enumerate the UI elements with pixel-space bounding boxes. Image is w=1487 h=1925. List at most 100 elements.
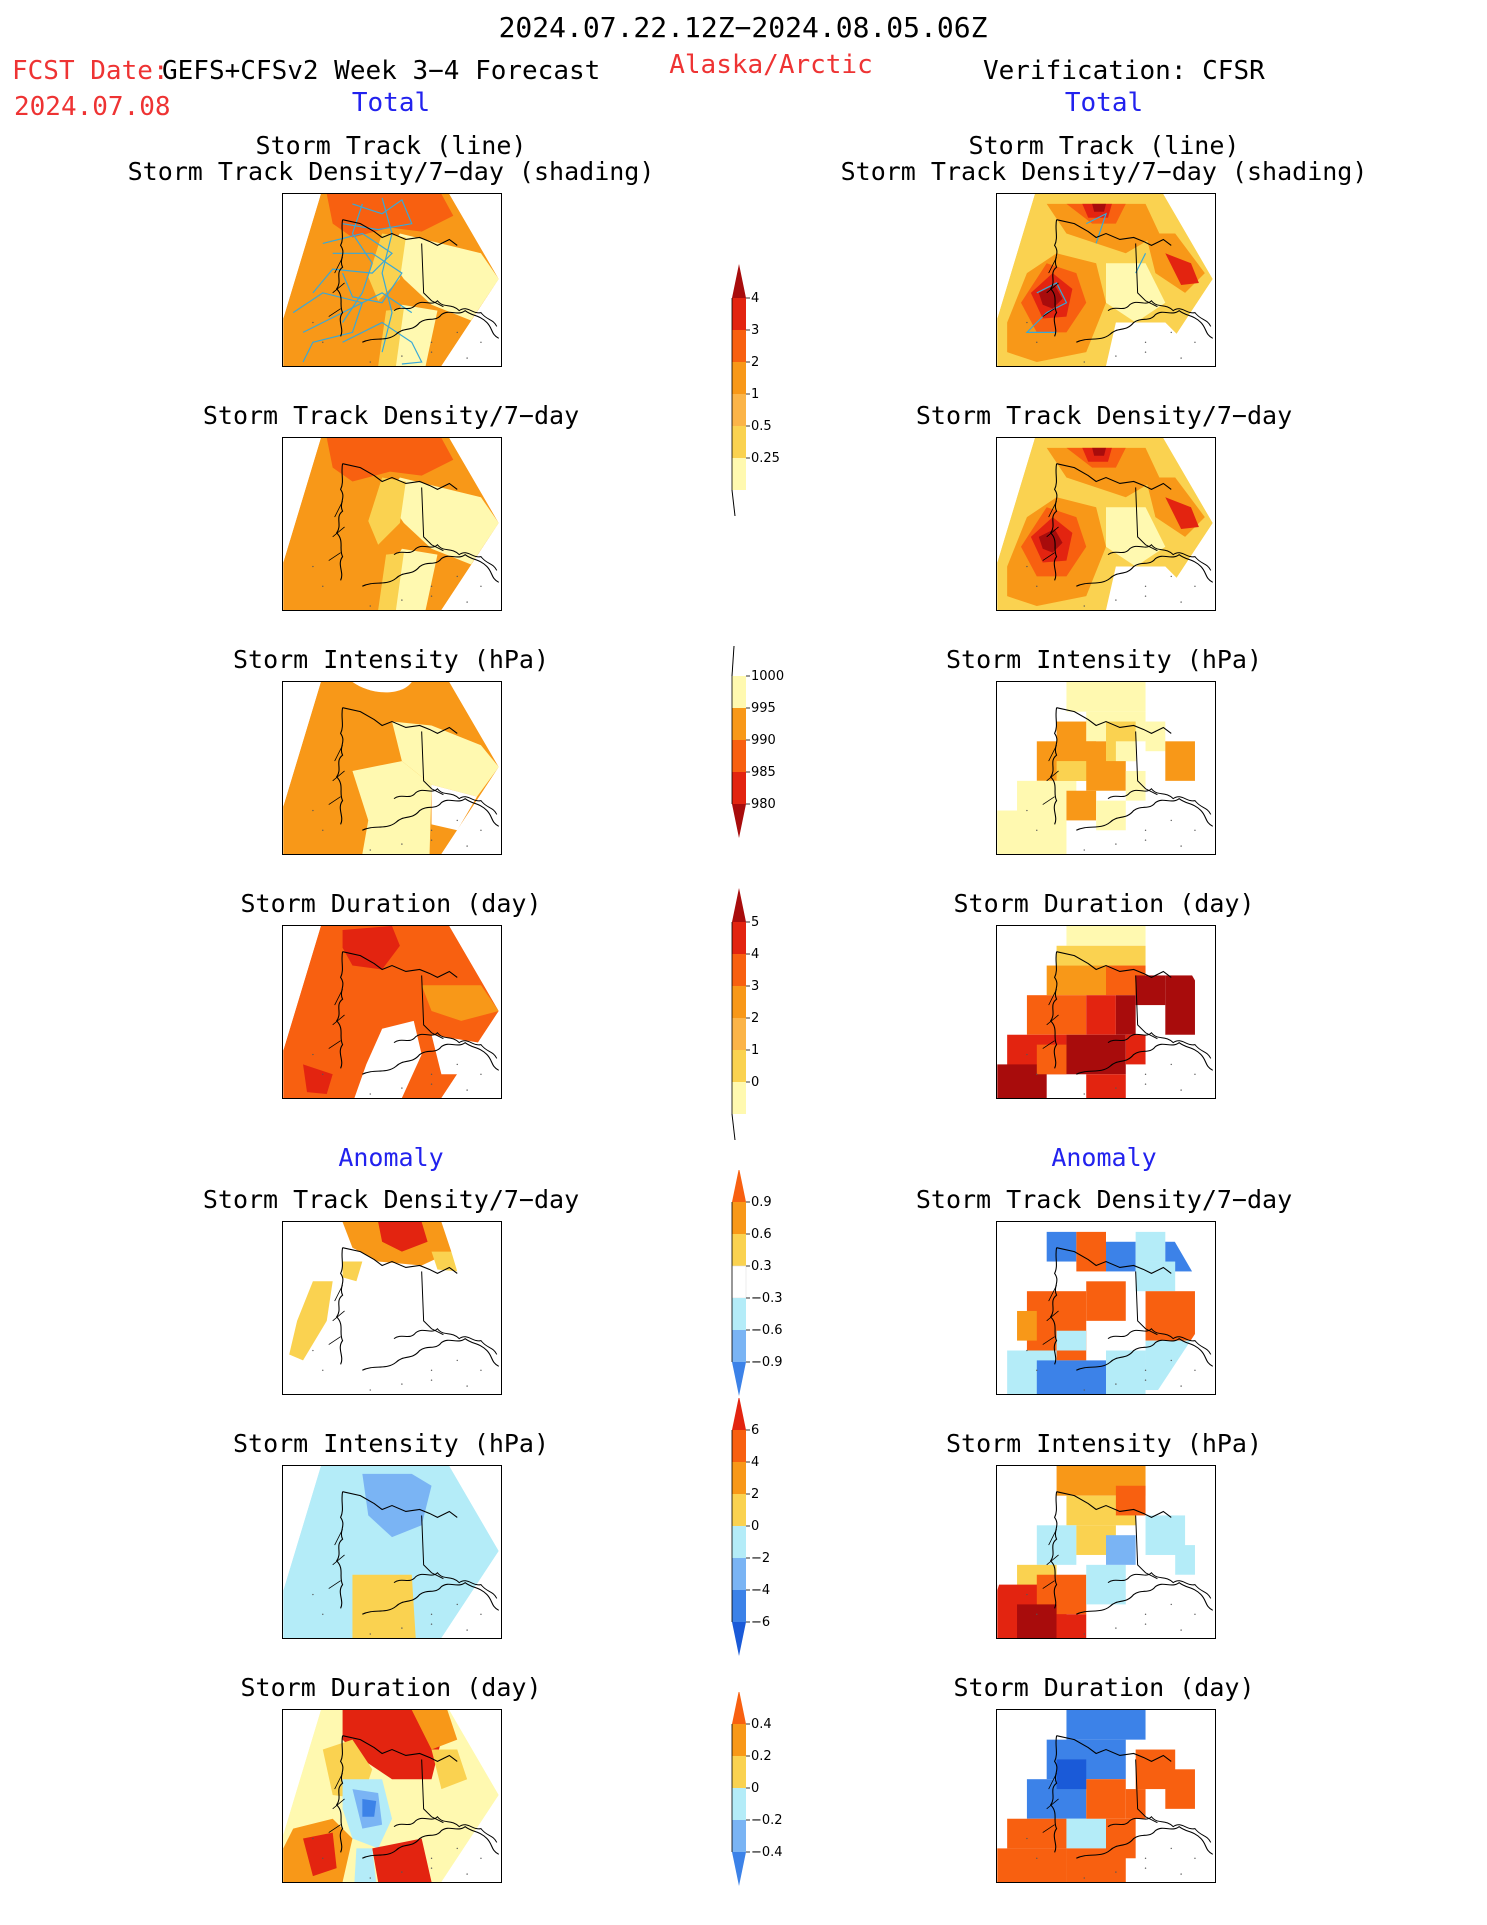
map-contour-region: [1106, 263, 1166, 323]
fcst-date-label: FCST Date:: [12, 56, 169, 86]
colorbar-segment: [732, 330, 746, 362]
colorbar-tick-label: −0.3: [751, 1291, 783, 1306]
map-contour-region: [392, 1483, 418, 1510]
map-forecast-density: [282, 437, 502, 611]
map-grid-dot: [480, 341, 482, 343]
map-border: [421, 731, 444, 796]
map-grid-dot: [1194, 1613, 1196, 1615]
map-grid-dot: [1026, 321, 1028, 324]
forecast-total-label: Total: [351, 88, 431, 118]
map-grid-dot: [1144, 341, 1147, 343]
colorbar-tick-label: 0.25: [751, 451, 780, 466]
map-grid-dot: [1180, 601, 1182, 603]
colorbar-segment: [731, 1265, 747, 1299]
map-mask: [997, 1466, 1215, 1638]
colorbar-tick-label: 980: [751, 797, 776, 812]
map-grid-dot: [322, 1857, 324, 1859]
map-coastline: [1042, 1529, 1059, 1589]
map-grid-dot: [430, 585, 433, 587]
map-contour-region: [386, 477, 499, 565]
panel-title-intensity: Storm Intensity (hPa): [232, 645, 550, 674]
forecast-anomaly-label: Anomaly: [338, 1143, 444, 1172]
map-grid-dot: [401, 1627, 403, 1629]
map-grid-dot: [1115, 1087, 1117, 1089]
colorbar-segment: [732, 954, 746, 986]
map-grid-cell: [1106, 1350, 1146, 1394]
map-coastline: [328, 1285, 345, 1345]
fcst-model: GEFS+CFSv2 Week 3−4 Forecast: [162, 56, 601, 86]
map-grid-cell: [1046, 1231, 1077, 1262]
map-grid-dot: [430, 1613, 433, 1615]
map-grid-cell: [1086, 1074, 1126, 1098]
panel-title-density-verif: Storm Track Density/7−day: [915, 401, 1293, 430]
map-contour-region: [368, 477, 406, 545]
storm-track-lines: [1025, 212, 1147, 333]
panel-title-duration: Storm Duration (day): [240, 889, 542, 918]
map-grid-dot: [1083, 1877, 1085, 1879]
map-grid-dot: [312, 1349, 314, 1352]
map-coastline: [1107, 1032, 1212, 1059]
map-verif-intensity: [996, 681, 1216, 855]
map-grid-dot: [1194, 1073, 1196, 1075]
map-grid-dot: [1144, 1379, 1147, 1381]
colorbar-segment: [732, 1756, 746, 1788]
colorbar-segment: [732, 1724, 746, 1756]
map-grid-dot: [1083, 849, 1085, 851]
map-grid-dot: [312, 1053, 314, 1056]
map-grid-cell: [1106, 1535, 1136, 1565]
map-coastline: [1049, 707, 1214, 831]
map-coastline: [335, 1247, 500, 1371]
map-coastline: [393, 1816, 498, 1843]
map-mask: [997, 1710, 1215, 1882]
map-forecast-duration: [282, 925, 502, 1099]
map-coastline: [393, 1572, 498, 1599]
map-grid-dot: [312, 809, 314, 812]
map-contour-region: [362, 1798, 377, 1817]
map-grid-cell: [1135, 1231, 1166, 1262]
map-coastline: [328, 1529, 345, 1589]
map-grid-dot: [1036, 1369, 1038, 1371]
map-grid-dot: [466, 1873, 468, 1875]
map-grid-cell: [1106, 1241, 1136, 1272]
map-grid-dot: [401, 599, 403, 601]
map-grid-cell: [1056, 1759, 1087, 1790]
colorbar-segment: [732, 426, 746, 458]
panel-title-intensity-anom-verif: Storm Intensity (hPa): [945, 1429, 1263, 1458]
region-label: Alaska/Arctic: [669, 50, 873, 80]
map-grid-dot: [1144, 1857, 1147, 1859]
colorbar-segment: [732, 986, 746, 1018]
map-grid-dot: [1144, 829, 1147, 831]
map-grid-dot: [1194, 829, 1196, 831]
map-contour-region: [392, 721, 499, 797]
map-coastline: [393, 788, 498, 815]
map-grid-dot: [1083, 1633, 1085, 1635]
map-contour-region: [1092, 447, 1106, 456]
map-grid-cell: [1125, 770, 1146, 801]
map-grid-dot: [312, 1837, 314, 1840]
map-verif-duration: [996, 925, 1216, 1099]
colorbar-tick-label: 4: [751, 947, 759, 962]
map-coastline: [335, 463, 500, 587]
map-coastline: [328, 257, 345, 317]
map-mask: [997, 682, 1215, 854]
map-grid-dot: [1170, 1847, 1172, 1850]
map-coastline: [335, 707, 500, 831]
colorbar-tick-label: 4: [751, 1455, 759, 1470]
colorbar-tick-label: 0.4: [751, 1717, 772, 1732]
map-grid-dot: [1036, 1857, 1038, 1859]
map-grid-dot: [1026, 1593, 1028, 1596]
map-grid-dot: [1180, 1629, 1182, 1631]
map-grid-cell: [1086, 995, 1116, 1035]
colorbar-tick-label: 985: [751, 765, 776, 780]
map-verif-intensity-anom: [996, 1465, 1216, 1639]
map-coastline: [393, 544, 498, 571]
map-contour-region: [1106, 507, 1166, 567]
map-grid-dot: [1180, 1089, 1182, 1091]
colorbar-tick-label: 2: [751, 1487, 759, 1502]
map-coastline: [1049, 951, 1214, 1075]
map-contour-region: [303, 1064, 333, 1095]
map-grid-dot: [1170, 1063, 1172, 1066]
map-grid-dot: [466, 1385, 468, 1387]
panel-title-duration-anom: Storm Duration (day): [240, 1673, 542, 1702]
map-verif-density-anom: [996, 1221, 1216, 1395]
